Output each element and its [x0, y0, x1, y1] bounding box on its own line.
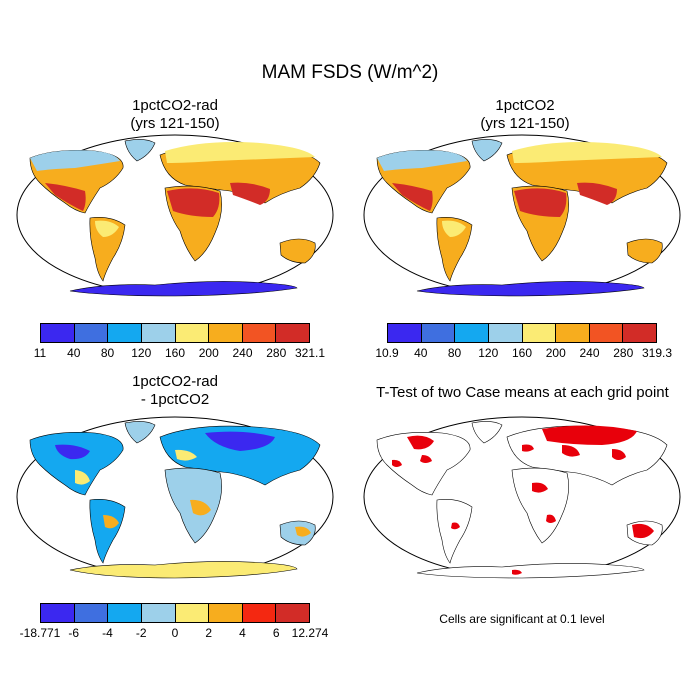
panel-1-map [15, 133, 335, 298]
colorbar-tick-label: 12.274 [291, 626, 329, 640]
colorbar-swatch [141, 324, 176, 342]
colorbar-swatch [74, 604, 109, 622]
panel-1-title-line1: 1pctCO2-rad [132, 97, 218, 114]
colorbar-tick-label: 120 [131, 346, 152, 360]
colorbar-swatch [589, 324, 624, 342]
colorbar-swatch [175, 324, 210, 342]
panel-2-map [362, 133, 682, 298]
colorbar-swatch [388, 324, 422, 342]
colorbar-tick-label: 10.9 [375, 346, 399, 360]
panel-4-title: T-Test of two Case means at each grid po… [376, 384, 669, 401]
colorbar-tick-label: -6 [68, 626, 80, 640]
colorbar-swatch [209, 604, 243, 622]
colorbar-tick-label: 321.1 [294, 346, 326, 360]
colorbar-tick-label: 2 [205, 626, 213, 640]
panel-2-title-line2: (yrs 121-150) [480, 115, 570, 132]
colorbar-tick-label: 6 [272, 626, 280, 640]
colorbar-tick-label: 0 [171, 626, 179, 640]
colorbar-swatch [276, 604, 309, 622]
colorbar-tick-label: 200 [545, 346, 566, 360]
colorbar-swatch [242, 324, 277, 342]
colorbar-swatch [41, 324, 75, 342]
colorbar-tick-label: 11 [33, 346, 47, 360]
colorbar-tick-label: 280 [266, 346, 287, 360]
panel-2-colorbar-labels: 10.9 40 80 120 160 200 240 280 319.3 [375, 346, 672, 362]
map-difference [16, 416, 334, 579]
colorbar-tick-label: 4 [239, 626, 246, 640]
colorbar-swatch [141, 604, 176, 622]
colorbar-swatch [74, 324, 109, 342]
colorbar-tick-label: 120 [478, 346, 499, 360]
colorbar-tick-label: 240 [579, 346, 600, 360]
colorbar-swatch [421, 324, 456, 342]
panel-2-title: 1pctCO2 (yrs 121-150) [370, 97, 680, 133]
panel-3-title-line1: 1pctCO2-rad [132, 373, 218, 390]
colorbar-tick-label: -2 [135, 626, 147, 640]
panel-4-map [362, 415, 682, 580]
panel-1-colorbar-labels: 11 40 80 120 160 200 240 280 321.1 [34, 346, 325, 362]
colorbar-swatch [276, 324, 309, 342]
colorbar-swatch [41, 604, 75, 622]
panel-3-colorbar-labels: -18.771 -6 -4 -2 0 2 4 6 12.274 [20, 626, 329, 642]
map-absolute-rad [16, 134, 334, 297]
colorbar-swatch [488, 324, 523, 342]
colorbar-tick-label: 40 [67, 346, 81, 360]
colorbar-swatch [242, 604, 277, 622]
map-significance [363, 416, 681, 579]
colorbar-swatch [455, 324, 489, 342]
panel-1-title: 1pctCO2-rad (yrs 121-150) [20, 97, 330, 133]
panel-1-title-line2: (yrs 121-150) [130, 115, 220, 132]
colorbar-tick-label: 240 [232, 346, 253, 360]
panel-3-colorbar [40, 603, 310, 623]
colorbar-tick-label: 319.3 [641, 346, 673, 360]
map-absolute-control [363, 134, 681, 297]
colorbar-tick-label: 200 [198, 346, 219, 360]
panel-3-title-line2: - 1pctCO2 [140, 391, 210, 408]
colorbar-tick-label: -4 [102, 626, 113, 640]
figure-title: MAM FSDS (W/m^2) [261, 62, 439, 83]
significance-cells [392, 425, 654, 575]
colorbar-swatch [175, 604, 210, 622]
colorbar-swatch [623, 324, 656, 342]
significance-footnote: Cells are significant at 0.1 level [439, 612, 605, 626]
colorbar-tick-label: 80 [100, 346, 115, 360]
colorbar-tick-label: 160 [511, 346, 533, 360]
colorbar-tick-label: -18.771 [19, 626, 61, 640]
panel-2-colorbar [387, 323, 657, 343]
colorbar-swatch [108, 604, 142, 622]
panel-2-title-line1: 1pctCO2 [495, 97, 555, 114]
panel-1-colorbar [40, 323, 310, 343]
colorbar-swatch [522, 324, 557, 342]
colorbar-swatch [556, 324, 590, 342]
colorbar-swatch [209, 324, 243, 342]
panel-3-title: 1pctCO2-rad - 1pctCO2 [20, 373, 330, 409]
colorbar-tick-label: 280 [613, 346, 634, 360]
colorbar-swatch [108, 324, 142, 342]
colorbar-tick-label: 40 [414, 346, 428, 360]
colorbar-tick-label: 160 [164, 346, 186, 360]
panel-3-map [15, 415, 335, 580]
colorbar-tick-label: 80 [447, 346, 462, 360]
